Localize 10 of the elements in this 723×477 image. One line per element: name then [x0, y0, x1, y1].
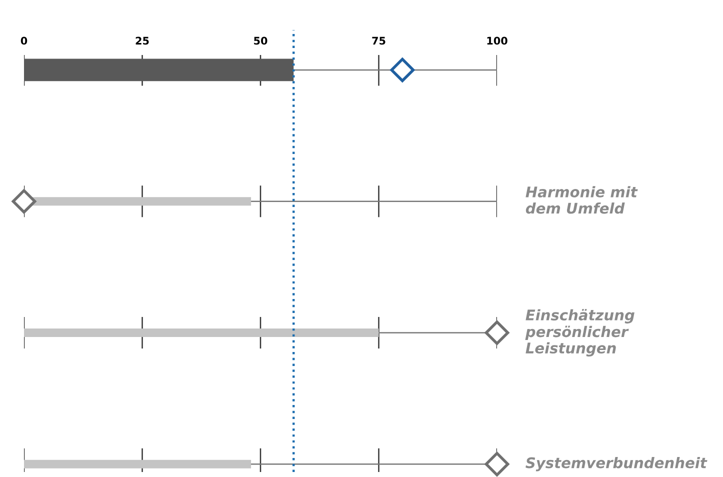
bar [24, 460, 252, 468]
x-tick-label: 100 [487, 36, 508, 45]
x-tick-label: 75 [372, 36, 386, 45]
y-tick-label: Harmonie mit dem Umfeld [526, 186, 638, 214]
x-tick-label: 25 [136, 36, 149, 45]
bar [24, 328, 379, 338]
y-tick-label: Systemverbundenheit [526, 457, 708, 472]
x-tick-label: 0 [20, 36, 28, 45]
y-tick-label: Einschätzung persönlicher Leistungen [525, 309, 634, 356]
x-tick-label: 50 [254, 36, 268, 45]
